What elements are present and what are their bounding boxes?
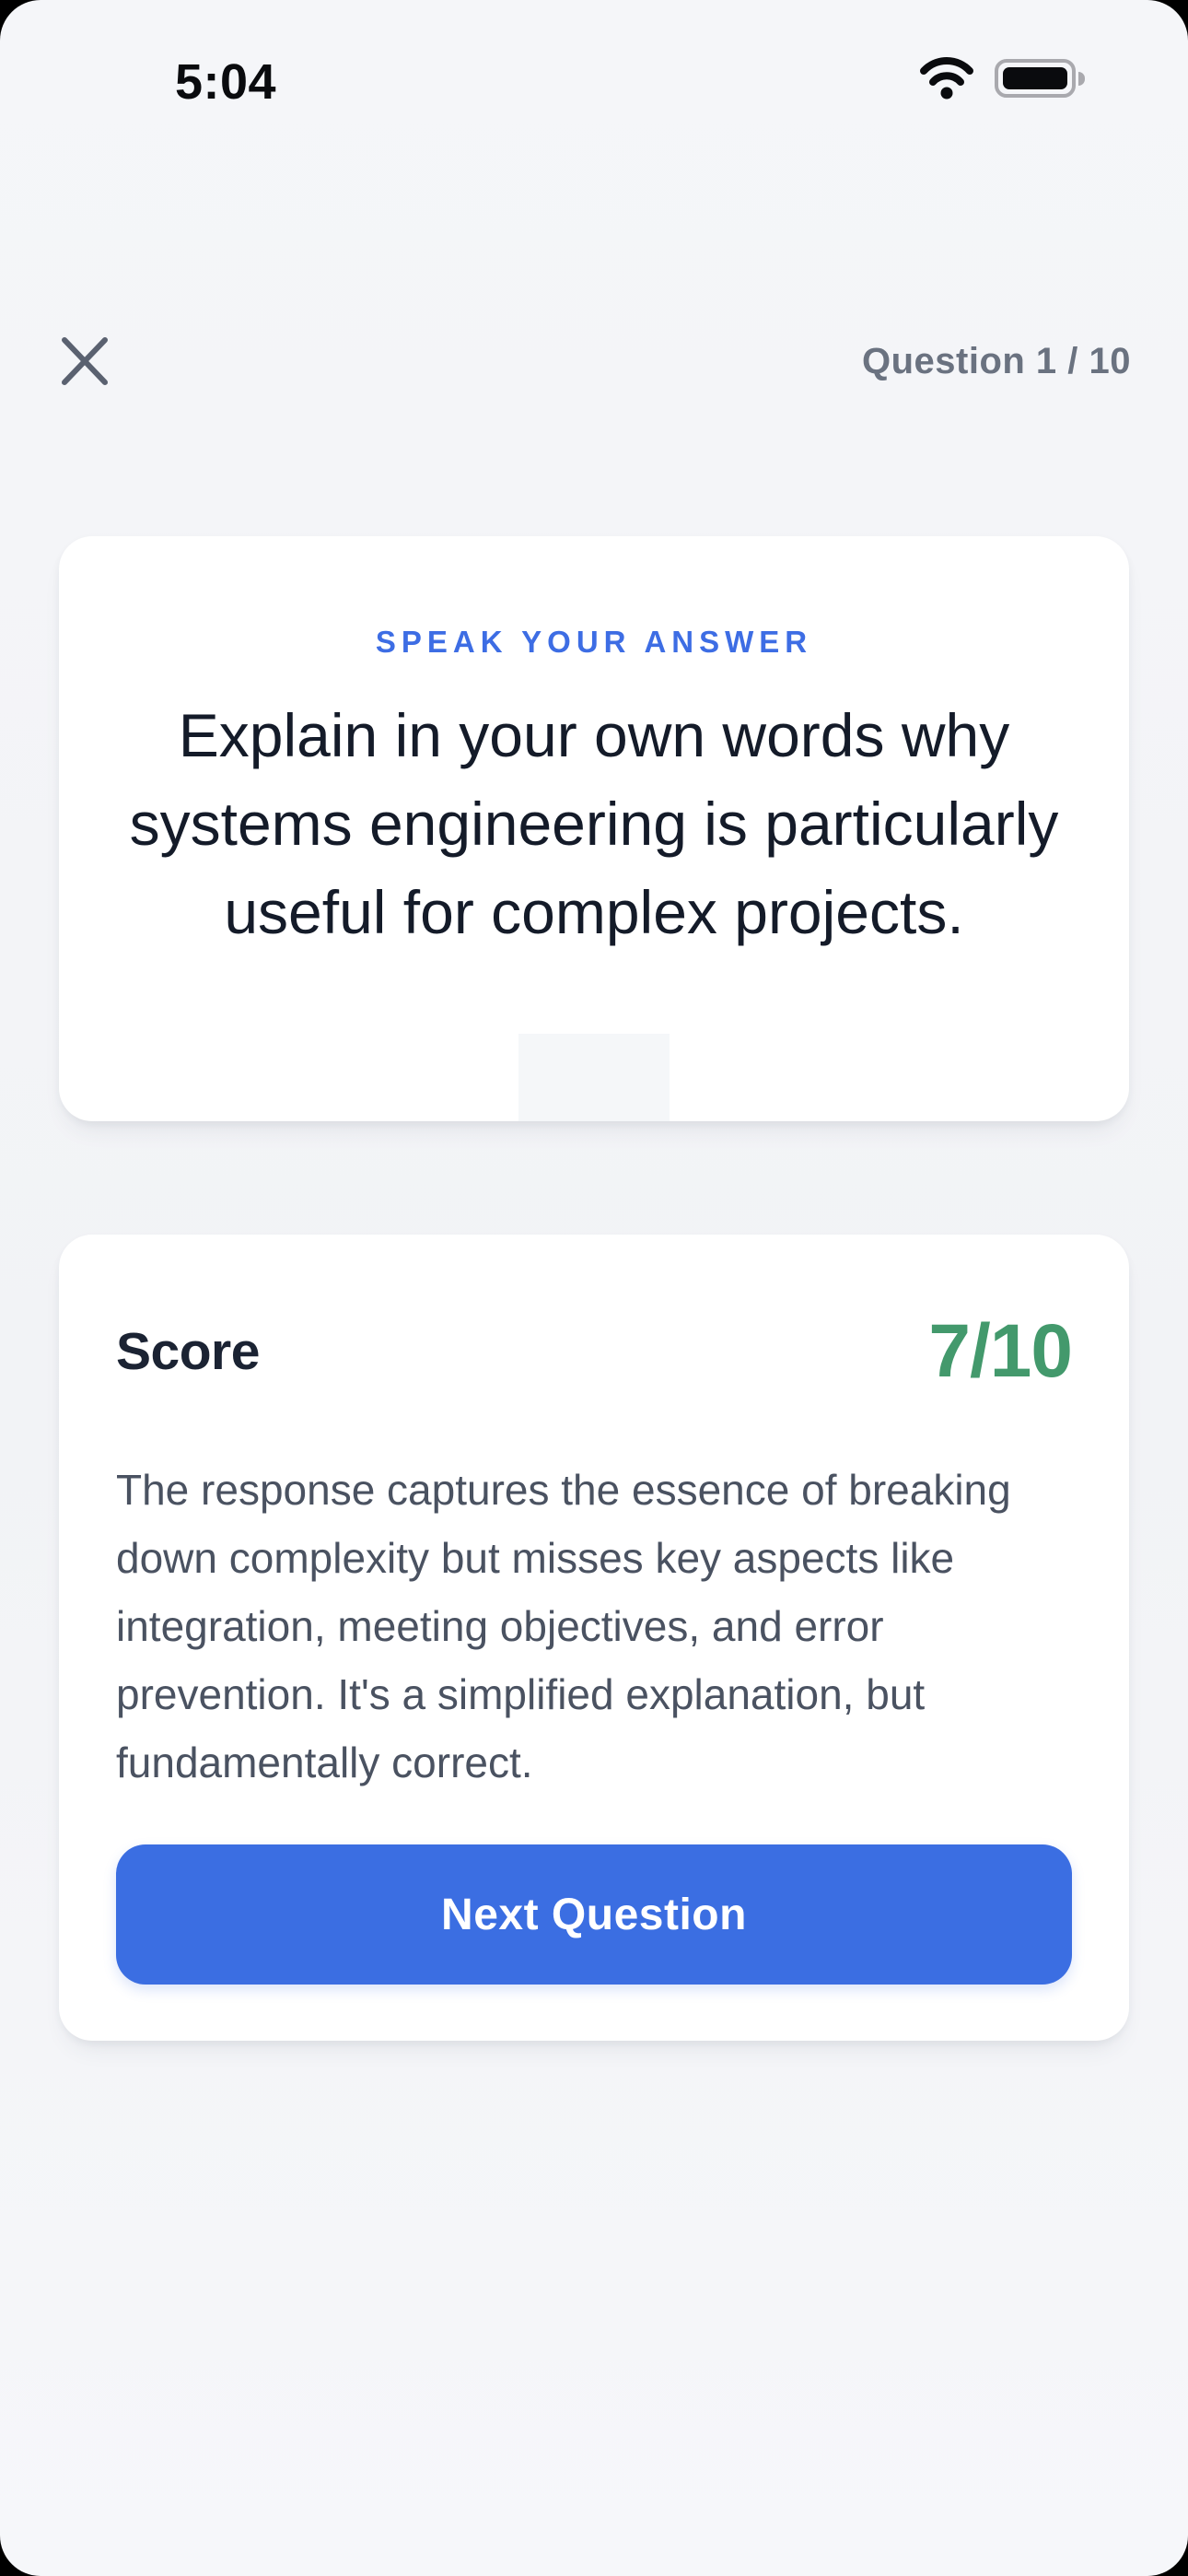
score-title: Score	[116, 1322, 260, 1381]
close-icon	[62, 337, 108, 385]
status-bar: 5:04	[0, 0, 1188, 129]
question-progress: Question 1 / 10	[861, 340, 1131, 381]
status-icons	[919, 57, 1087, 100]
battery-icon	[995, 57, 1087, 100]
status-time: 5:04	[174, 54, 277, 110]
wifi-icon	[919, 57, 974, 100]
question-text: Explain in your own words why systems en…	[129, 701, 1059, 946]
next-question-button[interactable]: Next Question	[116, 1844, 1072, 1985]
question-card: SPEAK YOUR ANSWER Explain in your own wo…	[59, 536, 1129, 1121]
next-question-label: Next Question	[441, 1890, 747, 1939]
score-value: 7/10	[928, 1309, 1073, 1393]
question-card-label: SPEAK YOUR ANSWER	[375, 625, 813, 659]
answer-placeholder-rect	[518, 1034, 670, 1121]
quiz-header: Question 1 / 10	[59, 324, 1131, 398]
score-header: Score 7/10	[116, 1308, 1073, 1395]
score-card: Score 7/10 The response captures the ess…	[59, 1235, 1129, 2041]
close-button[interactable]	[59, 329, 123, 393]
score-feedback: The response captures the essence of bre…	[116, 1466, 1011, 1786]
